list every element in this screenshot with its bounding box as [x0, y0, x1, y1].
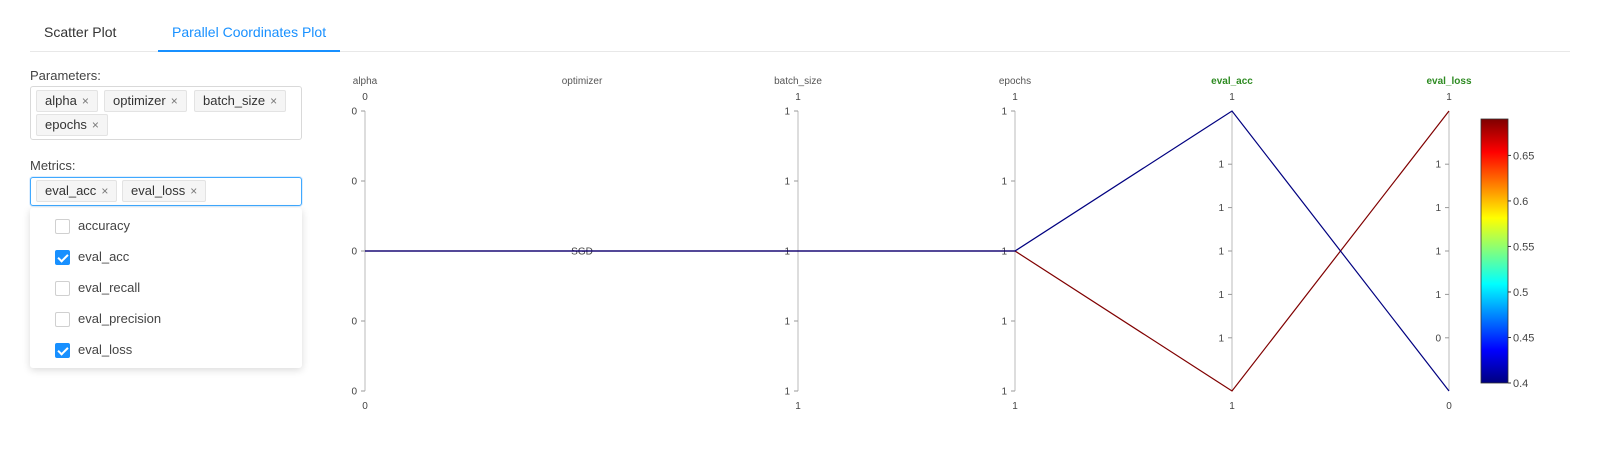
- metric-chip-eval-loss: eval_loss ×: [122, 180, 207, 202]
- chip-label: alpha: [45, 93, 77, 108]
- metric-chip-eval-acc: eval_acc ×: [36, 180, 118, 202]
- axis-title-epochs: epochs: [999, 76, 1031, 87]
- axis-tick-label: 1: [784, 317, 790, 328]
- remove-chip-icon[interactable]: ×: [91, 118, 99, 132]
- axis-bottom-label: 1: [795, 401, 801, 412]
- parameters-label: Parameters:: [30, 68, 101, 83]
- axis-bottom-label: 0: [1446, 401, 1452, 412]
- axis-tick-label: 1: [1218, 203, 1224, 214]
- remove-chip-icon[interactable]: ×: [81, 94, 89, 108]
- axis-tick-label: 1: [784, 387, 790, 398]
- checkbox[interactable]: [55, 312, 70, 327]
- axis-tick-label: 1: [1435, 160, 1441, 171]
- tab-bar: Scatter Plot Parallel Coordinates Plot: [30, 0, 1570, 52]
- colorbar-tick-label: 0.65: [1513, 150, 1534, 162]
- axis-title-optimizer: optimizer: [562, 76, 603, 87]
- data-line-1: [365, 110, 1450, 392]
- axis-tick-label: 0: [1435, 333, 1441, 344]
- axis-tick-label: 1: [784, 107, 790, 118]
- axis-tick-label: 1: [784, 177, 790, 188]
- axis-tick-label: 1: [1218, 290, 1224, 301]
- axis-tick-label: 0: [351, 317, 357, 328]
- tab-scatter-plot[interactable]: Scatter Plot: [44, 24, 117, 40]
- remove-chip-icon[interactable]: ×: [170, 94, 178, 108]
- axis-title-eval_loss: eval_loss: [1426, 76, 1471, 87]
- colorbar-tick-label: 0.5: [1513, 287, 1528, 299]
- parameter-chip-epochs: epochs ×: [36, 114, 108, 136]
- metrics-dropdown: accuracy eval_acc eval_recall eval_preci…: [30, 208, 302, 368]
- remove-chip-icon[interactable]: ×: [270, 94, 278, 108]
- axis-top-label: 0: [362, 92, 368, 103]
- axis-top-label: 1: [1446, 92, 1452, 103]
- axis-tick-label: 1: [1001, 387, 1007, 398]
- axis-tick-label: 1: [784, 247, 790, 258]
- axis-tick-label: 0: [351, 387, 357, 398]
- metric-option-accuracy[interactable]: accuracy: [30, 211, 302, 242]
- axis-title-batch_size: batch_size: [774, 76, 822, 87]
- remove-chip-icon[interactable]: ×: [101, 184, 109, 198]
- chip-label: eval_loss: [131, 183, 186, 198]
- axis-tick-label: 0: [351, 107, 357, 118]
- parameter-chip-batch-size: batch_size ×: [194, 90, 287, 112]
- chip-label: epochs: [45, 117, 87, 132]
- axis-tick-label: 1: [1001, 247, 1007, 258]
- axis-tick-label: 1: [1001, 177, 1007, 188]
- chip-label: eval_acc: [45, 183, 97, 198]
- option-label: eval_precision: [78, 311, 162, 326]
- metrics-label: Metrics:: [30, 158, 76, 173]
- metric-option-eval-recall[interactable]: eval_recall: [30, 273, 302, 304]
- colorbar-tick-label: 0.45: [1513, 332, 1534, 344]
- checkbox[interactable]: [55, 250, 70, 265]
- metric-option-eval-loss[interactable]: eval_loss: [30, 335, 302, 366]
- axis-tick-label: 1: [1218, 333, 1224, 344]
- axis-title-alpha: alpha: [353, 76, 378, 87]
- axis-tick-label: 1: [1435, 247, 1441, 258]
- axis-top-label: 1: [1012, 92, 1018, 103]
- checkbox[interactable]: [55, 219, 70, 234]
- axis-bottom-label: 1: [1229, 401, 1235, 412]
- data-lines-group: [365, 110, 1450, 392]
- colorbar-tick-label: 0.4: [1513, 378, 1528, 390]
- axis-tick-label: 1: [1001, 317, 1007, 328]
- axis-top-label: 1: [1229, 92, 1235, 103]
- axis-tick-label: 1: [1435, 290, 1441, 301]
- axis-bottom-label: 0: [362, 401, 368, 412]
- remove-chip-icon[interactable]: ×: [190, 184, 198, 198]
- metric-option-eval-precision[interactable]: eval_precision: [30, 304, 302, 335]
- axis-bottom-label: 1: [1012, 401, 1018, 412]
- checkbox[interactable]: [55, 343, 70, 358]
- axis-tick-label: 0: [351, 177, 357, 188]
- parameters-select[interactable]: alpha × optimizer × batch_size × epochs ×: [30, 86, 302, 140]
- axis-tick-label: 1: [1218, 160, 1224, 171]
- axis-tick-label: 1: [1001, 107, 1007, 118]
- option-label: eval_acc: [78, 249, 130, 264]
- tab-parallel-coordinates-plot[interactable]: Parallel Coordinates Plot: [158, 0, 341, 52]
- parameter-chip-optimizer: optimizer ×: [104, 90, 187, 112]
- colorbar-gradient: [1480, 118, 1509, 384]
- axis-tick-label: 1: [1218, 247, 1224, 258]
- parameter-chip-alpha: alpha ×: [36, 90, 98, 112]
- metric-option-eval-acc[interactable]: eval_acc: [30, 242, 302, 273]
- axis-tick-label: 1: [1435, 203, 1441, 214]
- checkbox[interactable]: [55, 281, 70, 296]
- metrics-select[interactable]: eval_acc × eval_loss ×: [30, 177, 302, 206]
- option-label: accuracy: [78, 218, 131, 233]
- option-label: eval_loss: [78, 342, 133, 357]
- axis-tick-label: 0: [351, 247, 357, 258]
- axis-title-eval_acc: eval_acc: [1211, 76, 1253, 87]
- option-label: eval_recall: [78, 280, 141, 295]
- axis-top-label: 1: [795, 92, 801, 103]
- chip-label: optimizer: [113, 93, 166, 108]
- colorbar-tick-label: 0.6: [1513, 196, 1528, 208]
- chip-label: batch_size: [203, 93, 266, 108]
- category-label: SGD: [571, 247, 593, 258]
- colorbar-tick-label: 0.55: [1513, 241, 1534, 253]
- colorbar: 0.4 0.45 0.5 0.55 0.6 0.65: [1480, 118, 1534, 390]
